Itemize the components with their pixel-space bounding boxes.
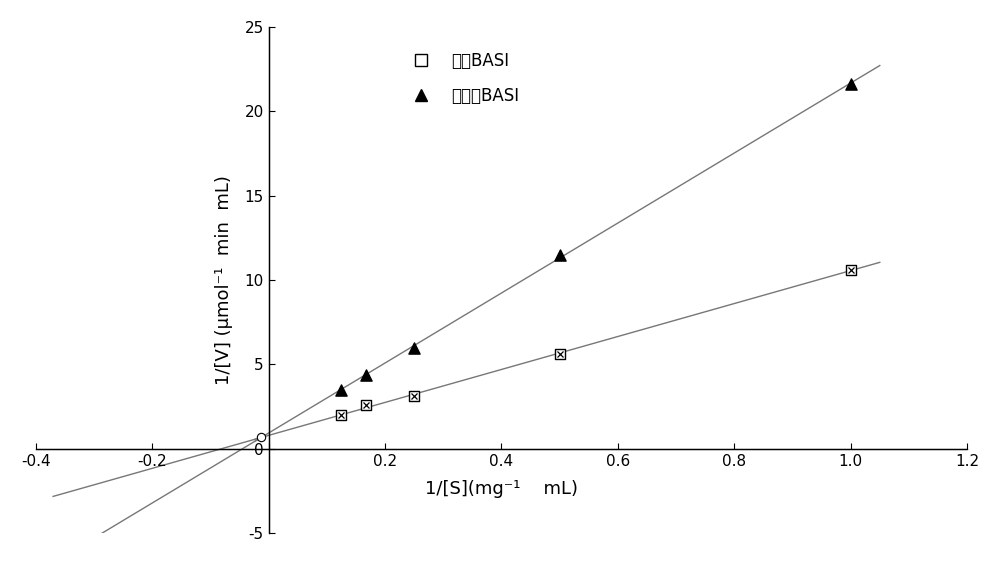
X-axis label: 1/[S](mg⁻¹    mL): 1/[S](mg⁻¹ mL) xyxy=(425,480,578,498)
Point xyxy=(333,385,349,394)
Point xyxy=(843,80,859,89)
Point xyxy=(358,370,374,379)
Point xyxy=(406,392,422,401)
Point xyxy=(358,400,374,409)
Point xyxy=(552,350,568,359)
Point xyxy=(333,410,349,419)
Legend: 添加BASI, 未添加BASI: 添加BASI, 未添加BASI xyxy=(398,45,526,111)
Point xyxy=(552,250,568,259)
Point xyxy=(843,265,859,274)
Y-axis label: 1/[V] (μmol⁻¹  min  mL): 1/[V] (μmol⁻¹ min mL) xyxy=(215,175,233,385)
Point xyxy=(406,343,422,352)
